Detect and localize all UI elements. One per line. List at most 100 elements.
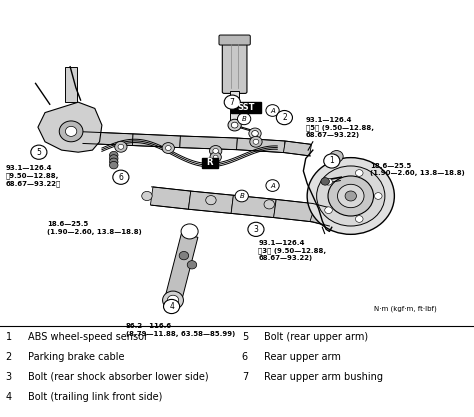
Text: 18.6—25.5
(1.90—2.60, 13.8—18.8): 18.6—25.5 (1.90—2.60, 13.8—18.8) [370,163,465,176]
Circle shape [307,158,394,234]
Circle shape [181,224,198,239]
Text: 1: 1 [6,332,12,342]
Circle shape [213,148,219,153]
Circle shape [162,143,174,153]
Polygon shape [132,134,181,148]
Text: A: A [270,108,275,113]
FancyBboxPatch shape [219,35,250,45]
Polygon shape [189,191,233,214]
Text: Bolt (trailing link front side): Bolt (trailing link front side) [28,392,163,402]
Circle shape [248,222,264,236]
Circle shape [337,184,364,208]
Circle shape [231,122,238,128]
Circle shape [324,154,340,168]
Circle shape [165,146,171,151]
FancyBboxPatch shape [65,67,77,102]
Polygon shape [38,102,102,152]
Text: B: B [239,193,244,199]
Circle shape [31,145,47,159]
Text: 93.1—126.4
（9.50—12.88,
68.67—93.22）: 93.1—126.4 （9.50—12.88, 68.67—93.22） [6,165,61,187]
Text: 1: 1 [329,156,334,166]
Text: 7: 7 [242,372,248,382]
Polygon shape [237,138,285,153]
Circle shape [374,193,382,199]
Circle shape [235,190,248,202]
Circle shape [345,191,356,201]
Circle shape [253,139,259,144]
FancyBboxPatch shape [222,38,247,93]
FancyBboxPatch shape [230,91,239,125]
Text: 18.6—25.5
(1.90—2.60, 13.8—18.8): 18.6—25.5 (1.90—2.60, 13.8—18.8) [47,221,142,234]
Circle shape [115,141,127,152]
Text: ABS wheel-speed sensor: ABS wheel-speed sensor [28,332,148,342]
Circle shape [167,295,179,305]
Circle shape [118,144,124,149]
Text: 6: 6 [118,173,123,182]
Text: Parking brake cable: Parking brake cable [28,352,125,362]
Circle shape [266,180,279,191]
Text: Rear upper arm bushing: Rear upper arm bushing [264,372,383,382]
Circle shape [276,111,292,125]
Circle shape [65,126,77,136]
Circle shape [59,121,83,142]
Polygon shape [82,132,133,146]
Polygon shape [164,234,198,302]
Text: 6: 6 [242,352,248,362]
Circle shape [249,128,261,139]
Polygon shape [150,187,191,209]
Text: Rear upper arm: Rear upper arm [264,352,341,362]
Circle shape [356,170,363,176]
Circle shape [224,95,240,109]
Circle shape [109,151,118,159]
FancyBboxPatch shape [202,158,218,168]
Text: Bolt (rear shock absorber lower side): Bolt (rear shock absorber lower side) [28,372,209,382]
Circle shape [109,161,118,169]
Text: 2: 2 [6,352,12,362]
Text: 93.1—126.4
（5） (9.50—12.88,
68.67—93.22): 93.1—126.4 （5） (9.50—12.88, 68.67—93.22) [306,117,374,138]
Circle shape [113,170,129,184]
Text: 5: 5 [242,332,248,342]
Polygon shape [283,141,311,156]
Circle shape [330,151,343,162]
Circle shape [325,207,332,214]
Text: A: A [270,183,275,188]
Circle shape [164,299,180,314]
Circle shape [142,191,152,201]
Polygon shape [273,199,314,222]
Circle shape [213,155,218,159]
Circle shape [266,105,279,116]
Circle shape [206,196,216,205]
Text: 3: 3 [254,225,258,234]
Circle shape [321,178,329,185]
FancyBboxPatch shape [231,102,261,113]
Circle shape [109,158,118,166]
Circle shape [228,119,241,131]
Text: B: B [242,116,246,122]
Text: 7: 7 [230,98,235,107]
Text: N·m (kgf·m, ft·lbf): N·m (kgf·m, ft·lbf) [374,305,437,312]
Circle shape [237,113,251,125]
Circle shape [356,216,363,222]
Text: Bolt (rear upper arm): Bolt (rear upper arm) [264,332,369,342]
Text: 4: 4 [169,302,174,311]
Circle shape [264,200,274,209]
Text: 2: 2 [282,113,287,122]
Circle shape [179,251,189,260]
Circle shape [210,146,222,156]
Circle shape [250,136,262,147]
Circle shape [325,178,332,185]
Text: 93.1—126.4
（3） (9.50—12.88,
68.67—93.22): 93.1—126.4 （3） (9.50—12.88, 68.67—93.22) [258,240,327,261]
Text: 86.2—116.6
(8.79—11.88, 63.58—85.99): 86.2—116.6 (8.79—11.88, 63.58—85.99) [126,323,235,337]
Text: R: R [207,158,213,167]
Polygon shape [310,204,332,226]
Text: 3: 3 [6,372,12,382]
Polygon shape [180,136,237,150]
Circle shape [163,291,183,309]
Text: 5: 5 [36,148,41,157]
Circle shape [210,152,221,162]
Text: SST: SST [237,103,255,112]
Text: 4: 4 [6,392,12,402]
Circle shape [317,166,385,226]
Circle shape [109,155,118,162]
Circle shape [187,261,197,269]
